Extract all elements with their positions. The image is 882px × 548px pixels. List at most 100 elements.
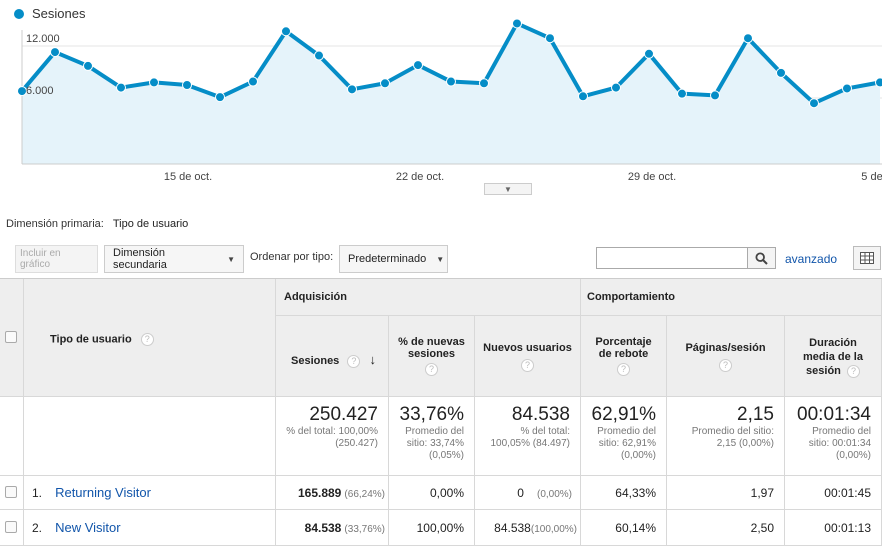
data-point bbox=[182, 80, 192, 90]
chart-collapse-handle[interactable]: ▼ bbox=[484, 183, 532, 195]
total-bounce: 62,91% bbox=[591, 404, 656, 425]
help-icon[interactable]: ? bbox=[425, 363, 438, 376]
total-pages: 2,15 bbox=[737, 404, 774, 425]
row-new-users-pct: (0,00%) bbox=[536, 489, 572, 500]
series-area bbox=[22, 23, 880, 164]
row-new-users-pct: (100,00%) bbox=[530, 524, 577, 535]
row-index: 1. bbox=[32, 486, 43, 500]
chart-legend: Sesiones bbox=[14, 6, 85, 21]
x-tick-label: 15 de oct. bbox=[164, 171, 212, 183]
data-point bbox=[380, 78, 390, 89]
dimension-header[interactable]: Tipo de usuario ? bbox=[24, 279, 276, 397]
caret-down-icon: ▼ bbox=[436, 254, 445, 264]
data-point bbox=[578, 91, 588, 102]
sort-type-dropdown[interactable]: Predeterminado ▼ bbox=[339, 245, 448, 273]
data-point bbox=[413, 60, 423, 71]
plot-rows-button[interactable]: Incluir en gráfico bbox=[15, 245, 98, 273]
table-row: 1. Returning Visitor 165.889 (66,24%) 0,… bbox=[0, 476, 882, 510]
help-icon[interactable]: ? bbox=[347, 354, 361, 368]
row-dimension-link[interactable]: Returning Visitor bbox=[55, 485, 151, 500]
total-new-sessions: 33,76% bbox=[399, 404, 464, 425]
select-all-cell bbox=[0, 279, 24, 397]
col-sessions-header[interactable]: Sesiones ? ↓ bbox=[276, 316, 389, 397]
dimension-header-label: Tipo de usuario bbox=[50, 333, 132, 346]
data-point bbox=[644, 48, 654, 59]
row-sessions: 165.889 bbox=[297, 486, 342, 500]
col-duration-header[interactable]: Duración media de la sesión ? bbox=[785, 316, 882, 397]
row-checkbox[interactable] bbox=[5, 521, 17, 533]
row-dimension-cell: 1. Returning Visitor bbox=[24, 476, 276, 510]
col-new-sessions-header[interactable]: % de nuevas sesiones ? bbox=[389, 316, 475, 397]
plot-rows-label: Incluir en gráfico bbox=[20, 248, 61, 270]
total-new-users-sub: % del total: 100,05% (84.497) bbox=[490, 426, 570, 449]
search-button[interactable] bbox=[748, 247, 776, 269]
help-icon[interactable]: ? bbox=[140, 333, 154, 346]
col-sessions-label: Sesiones bbox=[291, 355, 340, 367]
help-icon[interactable]: ? bbox=[521, 359, 534, 372]
total-new-users-cell: 84.538 % del total: 100,05% (84.497) bbox=[475, 396, 581, 476]
total-duration-sub: Promedio del sitio: 00:01:34 (0,00%) bbox=[808, 426, 871, 461]
row-checkbox[interactable] bbox=[5, 486, 17, 498]
data-point bbox=[281, 26, 291, 37]
x-tick-label: 5 de bbox=[861, 171, 882, 183]
data-point bbox=[479, 78, 489, 89]
data-point bbox=[677, 88, 687, 99]
total-sessions-cell: 250.427 % del total: 100,00% (250.427) bbox=[276, 396, 389, 476]
behavior-group-label: Comportamiento bbox=[587, 291, 675, 303]
data-point bbox=[248, 76, 258, 87]
advanced-filter-link[interactable]: avanzado bbox=[785, 252, 838, 266]
col-bounce-header[interactable]: Porcentaje de rebote ? bbox=[581, 316, 667, 397]
help-icon[interactable]: ? bbox=[719, 359, 732, 372]
total-sessions-sub: % del total: 100,00% (250.427) bbox=[286, 426, 378, 449]
data-point bbox=[314, 50, 324, 61]
data-point bbox=[776, 67, 786, 78]
chevron-down-icon: ▼ bbox=[504, 184, 512, 194]
secondary-dimension-dropdown[interactable]: Dimensión secundaria ▼ bbox=[104, 245, 244, 273]
row-duration: 00:01:13 bbox=[824, 521, 871, 535]
grid-icon bbox=[860, 252, 874, 264]
data-point bbox=[611, 82, 621, 93]
y-tick-label: 6.000 bbox=[26, 85, 54, 97]
total-new-sessions-sub: Promedio del sitio: 33,74% (0,05%) bbox=[405, 426, 464, 461]
col-new-sessions-label: % de nuevas sesiones bbox=[398, 336, 465, 360]
table-header: Tipo de usuario ? Adquisición Comportami… bbox=[0, 278, 882, 397]
row-duration: 00:01:45 bbox=[824, 486, 871, 500]
row-sessions: 84.538 bbox=[304, 521, 342, 535]
table-row: 2. New Visitor 84.538 (33,76%) 100,00% 8… bbox=[0, 510, 882, 546]
data-point bbox=[116, 82, 126, 93]
total-duration-cell: 00:01:34 Promedio del sitio: 00:01:34 (0… bbox=[785, 396, 882, 476]
row-bounce: 60,14% bbox=[615, 521, 656, 535]
chart-svg: 12.000 6.000 15 de oct. 22 de oct. 29 de oct… bbox=[17, 18, 882, 183]
row-dimension-cell: 2. New Visitor bbox=[24, 510, 276, 546]
row-sessions-pct: (33,76%) bbox=[344, 524, 385, 535]
data-point bbox=[512, 18, 522, 29]
data-point bbox=[842, 83, 852, 94]
total-duration: 00:01:34 bbox=[797, 404, 871, 425]
col-new-users-label: Nuevos usuarios bbox=[483, 342, 572, 354]
col-new-users-header[interactable]: Nuevos usuarios ? bbox=[475, 316, 581, 397]
total-new-sessions-cell: 33,76% Promedio del sitio: 33,74% (0,05%… bbox=[389, 396, 475, 476]
row-new-users: 84.538 bbox=[494, 521, 531, 535]
table-search-input[interactable] bbox=[596, 247, 748, 269]
data-point bbox=[545, 33, 555, 44]
primary-dimension-value[interactable]: Tipo de usuario bbox=[112, 218, 189, 230]
data-point bbox=[83, 60, 93, 71]
primary-dimension: Dimensión primaria: Tipo de usuario bbox=[6, 218, 188, 230]
help-icon[interactable]: ? bbox=[846, 364, 860, 378]
total-bounce-cell: 62,91% Promedio del sitio: 62,91% (0,00%… bbox=[581, 396, 667, 476]
col-pages-header[interactable]: Páginas/sesión ? bbox=[667, 316, 785, 397]
select-all-checkbox[interactable] bbox=[5, 331, 17, 343]
data-point bbox=[446, 76, 456, 87]
primary-dimension-label: Dimensión primaria: bbox=[6, 218, 104, 230]
col-duration-label: Duración media de la sesión bbox=[803, 337, 863, 377]
row-new-sessions: 100,00% bbox=[416, 521, 464, 535]
sort-type-value: Predeterminado bbox=[348, 253, 427, 265]
sessions-chart: 12.000 6.000 15 de oct. 22 de oct. 29 de oct… bbox=[0, 0, 882, 200]
col-pages-label: Páginas/sesión bbox=[685, 342, 766, 354]
help-icon[interactable]: ? bbox=[617, 363, 630, 376]
row-dimension-link[interactable]: New Visitor bbox=[55, 520, 121, 535]
total-pages-sub: Promedio del sitio: 2,15 (0,00%) bbox=[691, 426, 774, 449]
acquisition-group-label: Adquisición bbox=[284, 291, 347, 303]
acquisition-group-header: Adquisición bbox=[276, 279, 581, 316]
table-view-button[interactable] bbox=[853, 246, 881, 270]
